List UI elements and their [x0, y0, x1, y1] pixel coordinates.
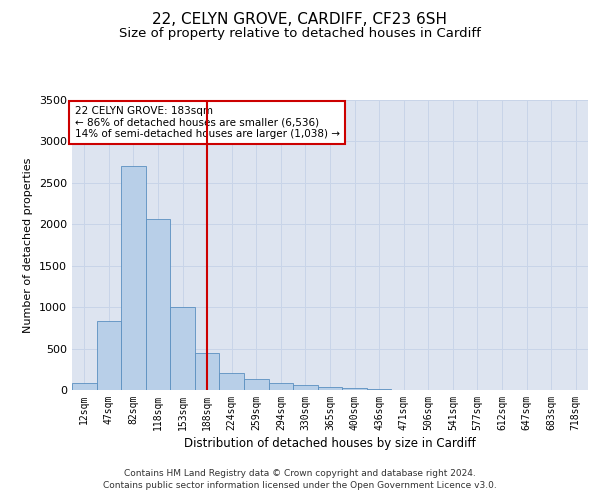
Bar: [269, 384, 293, 390]
Bar: [195, 352, 220, 390]
Text: 22, CELYN GROVE, CARDIFF, CF23 6SH: 22, CELYN GROVE, CARDIFF, CF23 6SH: [152, 12, 448, 28]
X-axis label: Distribution of detached houses by size in Cardiff: Distribution of detached houses by size …: [184, 437, 476, 450]
Bar: [220, 374, 244, 390]
Text: Contains public sector information licensed under the Open Government Licence v3: Contains public sector information licen…: [103, 481, 497, 490]
Bar: [97, 321, 121, 390]
Y-axis label: Number of detached properties: Number of detached properties: [23, 158, 34, 332]
Bar: [170, 307, 195, 390]
Bar: [342, 388, 367, 390]
Bar: [121, 166, 146, 390]
Bar: [318, 386, 342, 390]
Bar: [244, 379, 269, 390]
Bar: [367, 389, 391, 390]
Text: 22 CELYN GROVE: 183sqm
← 86% of detached houses are smaller (6,536)
14% of semi-: 22 CELYN GROVE: 183sqm ← 86% of detached…: [74, 106, 340, 139]
Text: Size of property relative to detached houses in Cardiff: Size of property relative to detached ho…: [119, 28, 481, 40]
Text: Contains HM Land Registry data © Crown copyright and database right 2024.: Contains HM Land Registry data © Crown c…: [124, 468, 476, 477]
Bar: [293, 385, 318, 390]
Bar: [146, 220, 170, 390]
Bar: [72, 384, 97, 390]
